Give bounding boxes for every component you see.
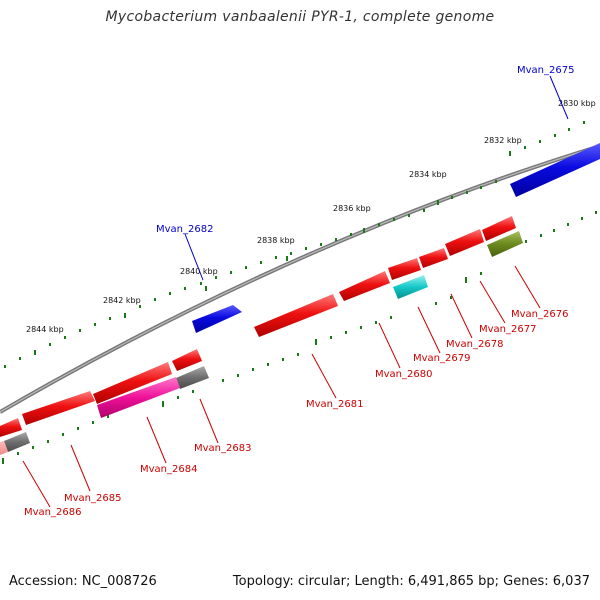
feature-bar-gray[interactable]	[4, 432, 30, 452]
feature-bar-cyan[interactable]	[393, 275, 428, 299]
gene-label-mvan-2684[interactable]: Mvan_2684	[140, 464, 197, 475]
feature-bar-pink[interactable]	[97, 377, 180, 418]
kbp-label: 2836 kbp	[333, 204, 371, 213]
kbp-label: 2834 kbp	[409, 170, 447, 179]
gene-arrow-mvan-2676[interactable]	[482, 216, 516, 241]
leader-line	[199, 398, 219, 444]
leader-line	[70, 444, 91, 492]
leader-line	[514, 265, 541, 309]
gene-label-mvan-2681[interactable]: Mvan_2681	[306, 399, 363, 410]
inner-scale-ticks	[2, 211, 597, 464]
gene-label-mvan-2683[interactable]: Mvan_2683	[194, 443, 251, 454]
gene-label-mvan-2685[interactable]: Mvan_2685	[64, 493, 121, 504]
leader-line	[450, 293, 473, 339]
leader-line	[22, 460, 51, 508]
gene-arrow-mvan-2675[interactable]	[510, 143, 600, 197]
kbp-label: 2840 kbp	[180, 267, 218, 276]
feature-bar-light-red[interactable]	[0, 441, 8, 455]
leader-line	[146, 416, 167, 464]
gene-label-mvan-2679[interactable]: Mvan_2679	[413, 353, 470, 364]
gene-label-mvan-2677[interactable]: Mvan_2677	[479, 324, 536, 335]
gene-arrow-mvan-2678[interactable]	[419, 248, 448, 268]
leader-line	[417, 306, 441, 354]
leader-line	[184, 233, 204, 281]
feature-bar-olive[interactable]	[487, 231, 523, 257]
gene-arrow-mvan-2681[interactable]	[254, 294, 338, 337]
gene-label-mvan-2680[interactable]: Mvan_2680	[375, 369, 432, 380]
gene-arrow-mvan-2680[interactable]	[339, 271, 390, 301]
gene-arrow-mvan-2679[interactable]	[388, 258, 421, 280]
gene-label-mvan-2682[interactable]: Mvan_2682	[156, 224, 213, 235]
kbp-label: 2844 kbp	[26, 325, 64, 334]
genome-backbone	[0, 144, 600, 414]
leader-line	[549, 75, 569, 120]
leader-line	[311, 353, 337, 399]
gene-arrow-mvan-2686[interactable]	[0, 418, 22, 437]
kbp-label: 2838 kbp	[257, 236, 295, 245]
feature-bar-gray[interactable]	[176, 366, 209, 389]
leader-line	[479, 280, 506, 324]
gene-arrow-mvan-2683[interactable]	[172, 349, 202, 371]
gene-arrow-mvan-2682[interactable]	[192, 305, 242, 333]
accession-text: Accession: NC_008726	[9, 574, 157, 589]
gene-label-mvan-2675[interactable]: Mvan_2675	[517, 65, 574, 76]
kbp-label: 2832 kbp	[484, 136, 522, 145]
gene-arrow-mvan-2684[interactable]	[93, 362, 172, 404]
gene-arrow-mvan-2685[interactable]	[22, 391, 95, 425]
topology-text: Topology: circular; Length: 6,491,865 bp…	[232, 574, 590, 589]
kbp-label: 2830 kbp	[558, 99, 596, 108]
leader-line	[378, 322, 401, 369]
gene-arrow-mvan-2677[interactable]	[445, 229, 484, 256]
outer-scale-ticks	[4, 121, 585, 368]
kbp-label: 2842 kbp	[103, 296, 141, 305]
gene-label-mvan-2686[interactable]: Mvan_2686	[24, 507, 81, 518]
gene-label-mvan-2678[interactable]: Mvan_2678	[446, 339, 503, 350]
map-title: Mycobacterium vanbaalenii PYR-1, complet…	[105, 9, 495, 25]
gene-label-mvan-2676[interactable]: Mvan_2676	[511, 309, 568, 320]
